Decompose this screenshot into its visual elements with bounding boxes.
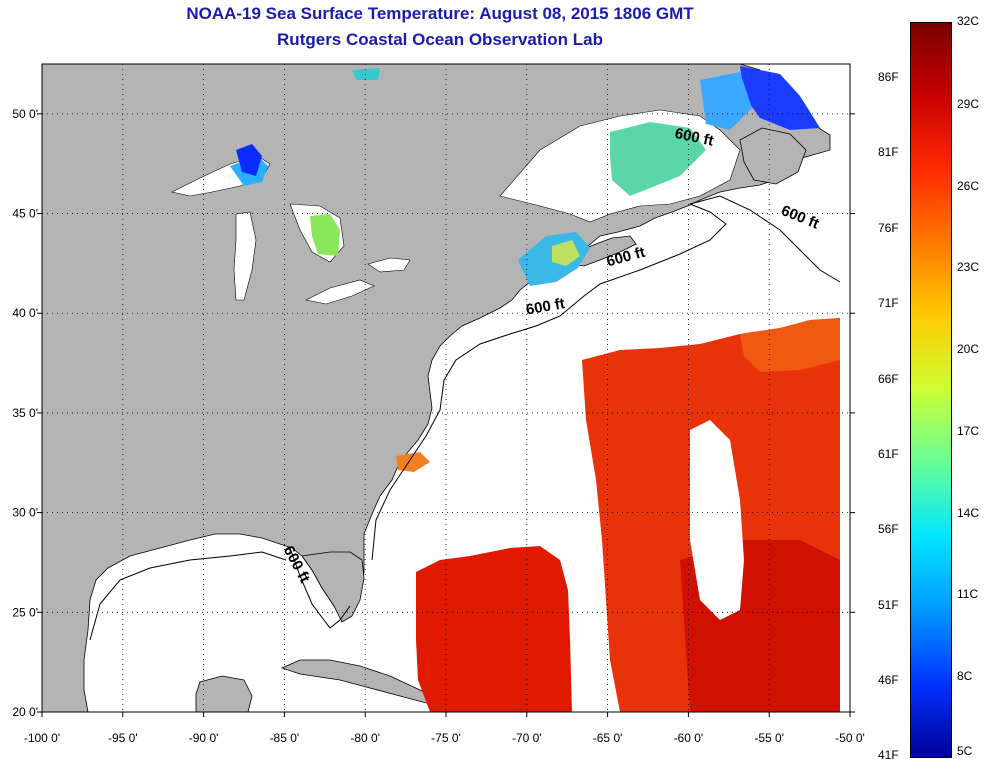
lon-tick-label: -85 0' (270, 731, 300, 745)
lon-tick-label: -80 0' (350, 731, 380, 745)
fahrenheit-label: 71F (878, 296, 899, 311)
fahrenheit-label: 56F (878, 522, 899, 537)
lon-tick-label: -70 0' (512, 731, 542, 745)
isobath-label: 600 ft (525, 295, 567, 319)
celsius-label: 20C (957, 342, 980, 357)
lat-tick-label: 40 0' (12, 306, 38, 320)
fahrenheit-label: 81F (878, 145, 899, 160)
celsius-label: 32C (957, 14, 980, 28)
lat-tick-label: 20 0' (12, 705, 38, 719)
florida-land (301, 551, 365, 623)
fahrenheit-label: 61F (878, 447, 899, 461)
celsius-label: 14C (957, 505, 980, 520)
lake-superior-cold (236, 144, 262, 176)
axis-ticks: -100 0' -95 0' -90 0' -85 0' -80 0' -75 0' -70… (12, 107, 864, 745)
celsius-label: 29C (957, 96, 980, 111)
fahrenheit-label: 46F (878, 673, 899, 688)
lon-tick-label: -50 0' (835, 731, 865, 745)
sst-carolina-patch (396, 452, 430, 472)
lon-tick-label: -60 0' (674, 731, 704, 745)
labrador-sea-sst (740, 66, 820, 130)
sargasso-sea-sst (416, 546, 572, 712)
lon-tick-label: -65 0' (593, 731, 623, 745)
celsius-label: 26C (957, 178, 980, 193)
lake-michigan-sst (310, 214, 340, 256)
graticule (42, 64, 850, 712)
lon-tick-label: -55 0' (754, 731, 784, 745)
fahrenheit-label: 66F (878, 371, 899, 386)
fahrenheit-label: 86F (878, 70, 899, 84)
map-subtitle: Rutgers Coastal Ocean Observation Lab (277, 30, 603, 49)
temperature-colorbar (910, 22, 952, 758)
lake-ontario (367, 257, 411, 273)
labrador-coast-sst (700, 72, 752, 130)
fahrenheit-label: 76F (878, 220, 899, 235)
isobath-600ft-gulf (89, 547, 351, 641)
celsius-label: 17C (957, 423, 980, 438)
newfoundland-land (739, 127, 807, 185)
fahrenheit-label: 41F (878, 748, 899, 762)
lat-tick-label: 30 0' (12, 506, 38, 520)
northwest-sst-patch (352, 68, 380, 80)
lon-tick-label: -100 0' (24, 731, 60, 745)
lake-erie (305, 279, 375, 305)
sst-cloud-gap (690, 420, 744, 620)
bay-of-fundy-sst (552, 240, 580, 266)
isobath-600ft-northeast (689, 195, 841, 283)
map-title: NOAA-19 Sea Surface Temperature: August … (186, 4, 694, 23)
celsius-label: 23C (957, 260, 980, 275)
lon-tick-label: -75 0' (431, 731, 461, 745)
celsius-label: 5C (957, 744, 973, 758)
lat-tick-label: 25 0' (12, 605, 38, 619)
lat-tick-label: 50 0' (12, 107, 38, 121)
lat-tick-label: 45 0' (12, 207, 38, 221)
fahrenheit-label: 51F (878, 597, 899, 612)
lon-tick-label: -90 0' (189, 731, 219, 745)
gulf-st-lawrence-sst (610, 122, 706, 196)
sst-north-edge (740, 318, 840, 372)
celsius-label: 11C (957, 587, 979, 602)
lon-tick-label: -95 0' (108, 731, 138, 745)
lake-michigan (233, 211, 257, 301)
isobath-600ft-east-coast (371, 203, 727, 561)
celsius-label: 8C (957, 669, 973, 684)
yucatan-land (195, 675, 253, 712)
lat-tick-label: 35 0' (12, 406, 38, 420)
